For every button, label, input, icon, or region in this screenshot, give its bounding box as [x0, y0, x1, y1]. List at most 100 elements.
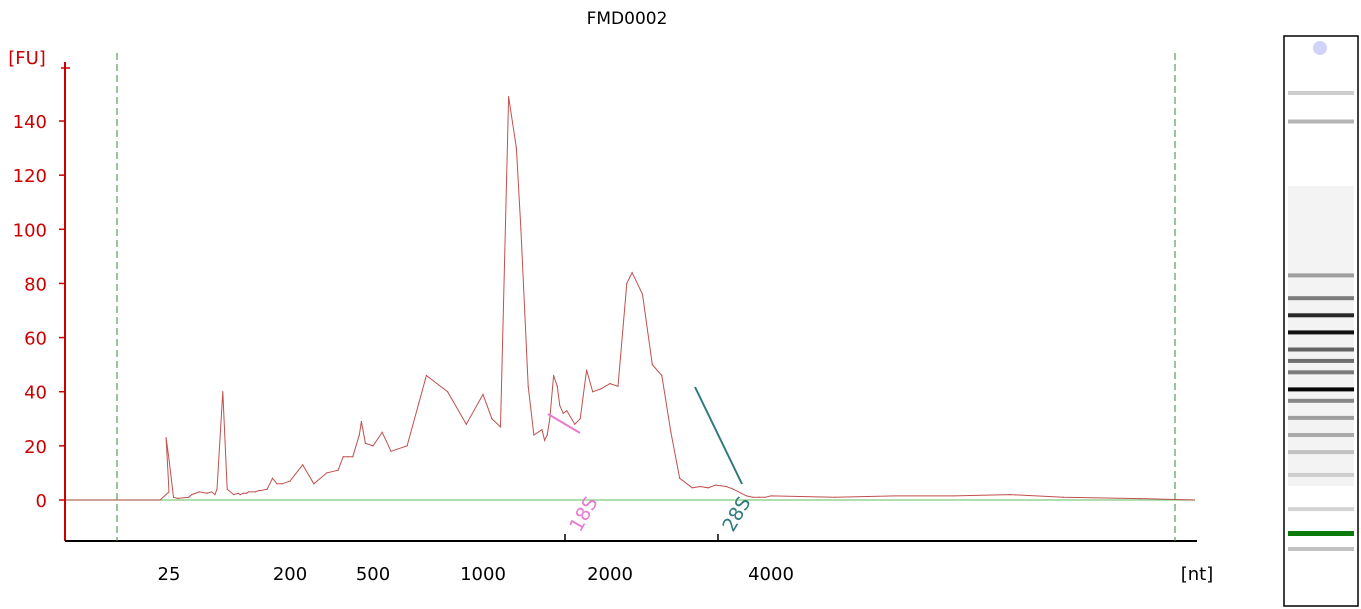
x-tick-label: 1000 [460, 564, 506, 585]
trace-point [586, 369, 588, 371]
trace-point [159, 499, 161, 501]
trace-point [165, 437, 167, 439]
trace-point [211, 491, 213, 493]
trace-point [482, 393, 484, 395]
gel-band [1288, 91, 1354, 95]
trace-point [425, 374, 427, 377]
trace-point [579, 418, 581, 420]
x-axis: 25 200 500 1000 2000 4000 [nt] [65, 534, 1213, 585]
trace-point [465, 423, 467, 425]
x-tick-label: 200 [273, 564, 307, 585]
trace-point [206, 492, 208, 494]
trace-point [237, 492, 239, 494]
gel-band [1288, 398, 1354, 403]
trace-point [352, 456, 354, 458]
trace-point [289, 480, 291, 482]
trace-point [358, 434, 360, 436]
gel-band [1288, 347, 1354, 352]
gel-band [1288, 450, 1354, 455]
trace-point [247, 491, 250, 493]
trace-point [691, 487, 693, 489]
gel-band [1288, 472, 1354, 477]
x-tick-label: 2000 [587, 564, 633, 585]
y-tick-label: 60 [24, 329, 47, 350]
y-tick-label: 20 [24, 437, 47, 458]
trace-point [342, 456, 344, 458]
chart-title: FMD0002 [587, 9, 668, 29]
trace-point [360, 420, 362, 423]
x-axis-label: [nt] [1181, 564, 1214, 585]
y-tick-label: 80 [24, 274, 47, 295]
y-axis: [FU] 0 20 40 60 80 100 120 140 [8, 48, 70, 541]
trace-point [764, 496, 766, 498]
trace-point [574, 423, 576, 425]
trace-point [515, 147, 518, 149]
trace-point [381, 431, 383, 433]
trace-point [559, 404, 561, 406]
gel-band [1288, 273, 1354, 278]
trace-point [661, 374, 663, 377]
trace-point [198, 491, 200, 493]
gel-band [1288, 547, 1354, 551]
gel-band [1288, 387, 1354, 392]
trace-point [302, 464, 304, 466]
trace-point [592, 391, 594, 393]
trace-point [600, 388, 602, 390]
trace-point [172, 496, 175, 498]
trace-point [406, 445, 408, 447]
trace-point [546, 434, 548, 436]
trace-point [258, 489, 260, 492]
y-tick-label: 40 [24, 383, 47, 404]
trace-point [364, 442, 366, 444]
trace-point [609, 383, 611, 385]
peak-28s-baseline [694, 386, 743, 485]
trace-point [679, 477, 681, 479]
gel-lane-haze [1288, 186, 1354, 486]
trace-point [191, 494, 193, 496]
trace-point [1063, 496, 1065, 498]
trace-point [233, 494, 235, 496]
trace-point [188, 496, 190, 498]
trace-point [168, 491, 170, 493]
x-tick-label: 25 [158, 564, 181, 585]
trace-point [651, 364, 653, 366]
gel-image [1283, 35, 1359, 607]
trace-point [246, 492, 248, 494]
trace-point [281, 483, 283, 485]
gel-band [1288, 507, 1354, 512]
trace-point [508, 96, 510, 98]
gel-top-spot [1313, 41, 1327, 55]
trace-point [390, 450, 392, 452]
trace-point [541, 429, 543, 431]
trace-point [895, 495, 897, 497]
trace-point [566, 410, 568, 412]
trace-point [266, 488, 268, 490]
trace-point [520, 228, 522, 230]
trace-point [222, 391, 224, 393]
trace-point [556, 385, 558, 387]
trace-point [745, 495, 748, 497]
trace-point [562, 412, 564, 414]
trace-point [491, 418, 493, 420]
gel-band [1288, 119, 1354, 124]
gel-band [1288, 296, 1354, 301]
gel-band [1288, 433, 1354, 437]
trace-point [770, 495, 772, 497]
gel-band [1288, 358, 1354, 363]
gel-band [1288, 415, 1354, 420]
trace-point [260, 489, 262, 492]
trace-point [337, 469, 339, 471]
trace-point [953, 495, 955, 497]
trace-point [527, 385, 529, 387]
trace-point [177, 497, 179, 499]
trace-point [216, 488, 218, 490]
trace-point [631, 272, 633, 274]
trace-point [725, 485, 727, 488]
gel-band [1288, 370, 1354, 375]
trace-point [214, 494, 216, 496]
trace-point [313, 483, 315, 485]
trace-point [758, 496, 760, 498]
trace-point [553, 374, 555, 377]
trace-point [239, 494, 241, 496]
